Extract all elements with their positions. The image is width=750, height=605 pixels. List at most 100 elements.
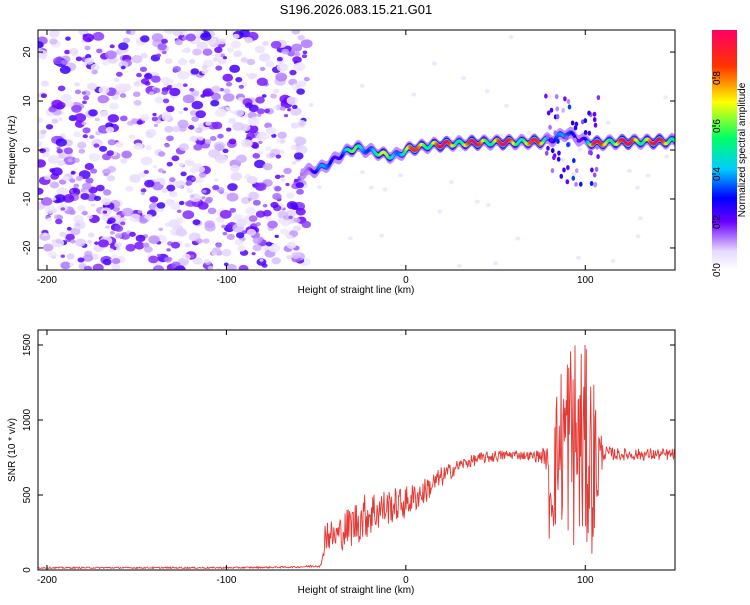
noise-blob xyxy=(59,231,67,237)
noise-blob xyxy=(296,88,305,95)
noise-blob xyxy=(251,143,259,149)
ridge-scatter xyxy=(550,148,555,154)
noise-blob xyxy=(81,210,88,216)
noise-blob xyxy=(78,148,86,154)
noise-blob xyxy=(164,58,173,64)
noise-blob xyxy=(82,134,88,139)
noise-blob xyxy=(118,60,129,69)
noise-blob xyxy=(61,94,72,103)
noise-blob xyxy=(240,57,248,63)
noise-blob xyxy=(292,56,302,64)
noise-blob xyxy=(158,151,166,157)
noise-blob xyxy=(157,43,167,51)
chart-title: S196.2026.083.15.21.G01 xyxy=(280,2,433,17)
noise-blob xyxy=(77,141,87,149)
noise-blob xyxy=(105,50,117,60)
noise-blob xyxy=(448,180,454,185)
noise-blob xyxy=(302,50,308,55)
noise-blob xyxy=(359,170,365,175)
noise-blob xyxy=(44,175,51,181)
noise-blob xyxy=(397,173,403,178)
noise-blob xyxy=(207,207,217,215)
noise-blob xyxy=(39,232,51,241)
noise-blob xyxy=(74,89,82,95)
noise-blob xyxy=(202,88,214,97)
noise-blob xyxy=(201,68,209,75)
ridge-scatter xyxy=(548,124,552,130)
noise-blob xyxy=(182,210,195,220)
noise-blob xyxy=(626,168,632,173)
noise-blob xyxy=(270,40,282,49)
noise-blob xyxy=(160,180,166,185)
noise-blob xyxy=(245,206,256,215)
noise-blob xyxy=(146,132,154,139)
ridge-scatter xyxy=(596,154,600,160)
noise-blob xyxy=(293,152,304,160)
noise-blob xyxy=(108,248,114,253)
noise-blob xyxy=(264,146,272,152)
noise-blob xyxy=(38,41,44,49)
noise-blob xyxy=(174,39,183,46)
ridge-scatter xyxy=(550,168,555,174)
ridge-scatter xyxy=(566,99,571,105)
noise-blob xyxy=(82,100,87,105)
ridge-scatter xyxy=(570,120,575,126)
noise-blob xyxy=(55,218,63,225)
noise-blob xyxy=(106,150,114,156)
noise-blob xyxy=(58,117,63,121)
noise-blob xyxy=(46,217,53,222)
noise-blob xyxy=(73,131,81,138)
noise-blob xyxy=(191,176,197,181)
noise-blob xyxy=(296,120,307,128)
noise-blob xyxy=(368,185,374,190)
noise-blob xyxy=(252,199,261,206)
noise-blob xyxy=(265,241,273,247)
noise-blob xyxy=(43,232,48,236)
noise-blob xyxy=(275,154,282,159)
noise-blob xyxy=(138,172,146,178)
noise-blob xyxy=(66,253,75,260)
noise-blob xyxy=(283,167,292,175)
noise-blob xyxy=(185,200,193,207)
noise-blob xyxy=(133,81,140,87)
ridge-scatter xyxy=(556,156,561,162)
noise-blob xyxy=(208,148,221,158)
noise-blob xyxy=(83,265,93,270)
noise-blob xyxy=(235,154,247,163)
noise-blob xyxy=(75,175,83,182)
noise-blob xyxy=(161,188,168,193)
spectrogram-ytick-label: -20 xyxy=(22,240,33,255)
noise-blob xyxy=(49,38,58,45)
noise-blob xyxy=(183,107,189,111)
noise-blob xyxy=(288,215,293,220)
noise-region xyxy=(38,30,670,270)
noise-blob xyxy=(277,131,288,139)
noise-blob xyxy=(178,143,190,151)
noise-blob xyxy=(276,56,283,62)
noise-blob xyxy=(222,191,229,197)
noise-blob xyxy=(437,209,443,214)
noise-blob xyxy=(276,137,286,145)
noise-blob xyxy=(161,38,168,44)
noise-blob xyxy=(222,231,228,236)
noise-blob xyxy=(301,54,308,59)
snr-xlabel: Height of straight line (km) xyxy=(298,585,415,596)
noise-blob xyxy=(144,179,155,188)
noise-blob xyxy=(213,178,219,182)
noise-blob xyxy=(229,207,237,213)
spectrogram-ytick-label: 20 xyxy=(22,46,33,58)
noise-blob xyxy=(181,49,186,53)
noise-blob xyxy=(259,258,264,262)
noise-blob xyxy=(235,77,243,83)
noise-blob xyxy=(148,235,160,244)
spectrogram-xtick-label: -200 xyxy=(37,275,57,286)
noise-blob xyxy=(265,216,272,221)
noise-blob xyxy=(277,217,286,224)
noise-blob xyxy=(196,166,206,173)
noise-blob xyxy=(493,261,499,266)
noise-blob xyxy=(202,65,208,70)
noise-blob xyxy=(213,141,226,151)
snr-frame xyxy=(37,329,676,571)
noise-blob xyxy=(271,133,277,138)
noise-blob xyxy=(192,257,203,265)
